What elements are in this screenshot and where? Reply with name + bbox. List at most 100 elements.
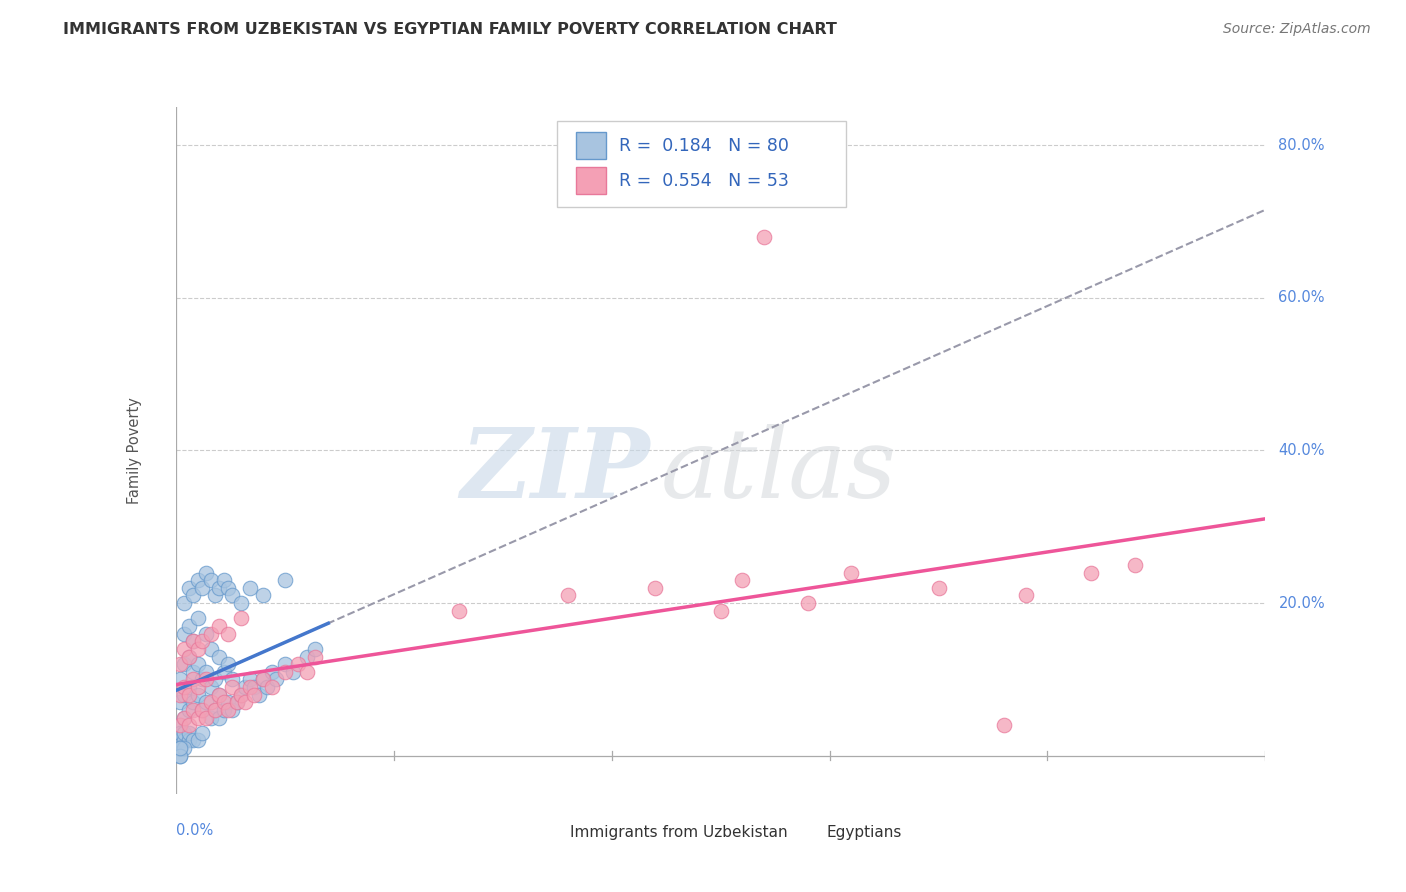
Point: [1080, 566, 1102, 580]
Point: [217, 695, 239, 709]
Point: [217, 626, 239, 640]
Point: [191, 673, 214, 687]
Point: [181, 673, 204, 687]
Point: [181, 703, 204, 717]
Point: [186, 573, 209, 587]
Point: [169, 748, 191, 763]
Point: [173, 710, 195, 724]
Point: [173, 680, 195, 694]
FancyBboxPatch shape: [575, 132, 606, 159]
FancyBboxPatch shape: [557, 120, 846, 207]
FancyBboxPatch shape: [536, 822, 561, 842]
Point: [260, 665, 283, 679]
Point: [304, 641, 326, 656]
Point: [169, 673, 191, 687]
Point: [177, 718, 200, 732]
Point: [181, 634, 204, 648]
Point: [177, 649, 200, 664]
Point: [191, 703, 214, 717]
Point: [173, 710, 195, 724]
Point: [173, 596, 195, 610]
Point: [212, 665, 235, 679]
Point: [186, 611, 209, 625]
Point: [191, 634, 214, 648]
Point: [644, 581, 666, 595]
Point: [212, 573, 235, 587]
Text: 40.0%: 40.0%: [1278, 443, 1324, 458]
Point: [208, 649, 231, 664]
Point: [235, 695, 257, 709]
Point: [173, 657, 195, 672]
Point: [256, 680, 278, 694]
Point: [191, 581, 214, 595]
Point: [841, 566, 863, 580]
Point: [1015, 589, 1038, 603]
Text: IMMIGRANTS FROM UZBEKISTAN VS EGYPTIAN FAMILY POVERTY CORRELATION CHART: IMMIGRANTS FROM UZBEKISTAN VS EGYPTIAN F…: [63, 22, 837, 37]
Point: [212, 695, 235, 709]
Text: 60.0%: 60.0%: [1278, 290, 1324, 305]
Point: [208, 619, 231, 633]
Point: [200, 573, 222, 587]
Point: [186, 710, 209, 724]
Text: atlas: atlas: [661, 424, 897, 518]
FancyBboxPatch shape: [792, 822, 817, 842]
Point: [225, 695, 247, 709]
Point: [274, 665, 297, 679]
Point: [169, 695, 191, 709]
Point: [287, 657, 309, 672]
Point: [231, 611, 253, 625]
Point: [177, 649, 200, 664]
Point: [274, 573, 297, 587]
Point: [239, 680, 262, 694]
Text: 0.0%: 0.0%: [176, 822, 212, 838]
Text: Immigrants from Uzbekistan: Immigrants from Uzbekistan: [571, 825, 787, 840]
Point: [186, 657, 209, 672]
Point: [295, 649, 318, 664]
Point: [204, 589, 226, 603]
Point: [173, 626, 195, 640]
Point: [177, 703, 200, 717]
Point: [217, 581, 239, 595]
Point: [274, 657, 297, 672]
Point: [304, 649, 326, 664]
Point: [177, 688, 200, 702]
Point: [186, 733, 209, 747]
Text: R =  0.184   N = 80: R = 0.184 N = 80: [619, 136, 789, 154]
Point: [252, 673, 274, 687]
Point: [243, 688, 266, 702]
Point: [169, 726, 191, 740]
Point: [208, 688, 231, 702]
Point: [247, 688, 270, 702]
Text: Source: ZipAtlas.com: Source: ZipAtlas.com: [1223, 22, 1371, 37]
Point: [169, 718, 191, 732]
Point: [208, 688, 231, 702]
Point: [169, 741, 191, 756]
Point: [204, 703, 226, 717]
Point: [208, 710, 231, 724]
Point: [173, 641, 195, 656]
Point: [177, 726, 200, 740]
Point: [204, 673, 226, 687]
Point: [169, 748, 191, 763]
Text: 80.0%: 80.0%: [1278, 137, 1324, 153]
Point: [231, 688, 253, 702]
Point: [200, 695, 222, 709]
Point: [221, 673, 243, 687]
Point: [221, 703, 243, 717]
Point: [796, 596, 818, 610]
Point: [195, 673, 218, 687]
Text: Egyptians: Egyptians: [827, 825, 901, 840]
Point: [169, 688, 191, 702]
Point: [195, 665, 218, 679]
Point: [177, 581, 200, 595]
Point: [177, 680, 200, 694]
Point: [557, 589, 579, 603]
Point: [731, 573, 754, 587]
Point: [195, 710, 218, 724]
Point: [173, 741, 195, 756]
Point: [173, 733, 195, 747]
Point: [177, 619, 200, 633]
Point: [204, 703, 226, 717]
Point: [169, 733, 191, 747]
Point: [1123, 558, 1146, 572]
